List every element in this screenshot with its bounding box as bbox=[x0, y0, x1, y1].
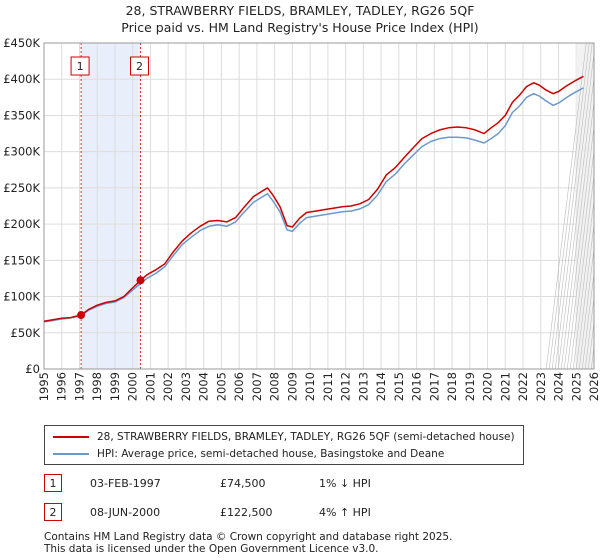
x-tick-label: 1999 bbox=[108, 372, 122, 401]
x-tick-label: 2014 bbox=[374, 372, 388, 401]
sale-hpi-delta: 4% ↑ HPI bbox=[319, 506, 371, 519]
plot-frame bbox=[43, 42, 595, 370]
price-chart: 1 2 £0 £50K £100K £150K £200K £250K £300K £350K £… bbox=[3, 36, 600, 401]
forecast-hatch bbox=[572, 148, 600, 370]
sale-point bbox=[136, 276, 145, 285]
forecast-hatch bbox=[569, 124, 600, 370]
sale-date: 08-JUN-2000 bbox=[90, 506, 161, 519]
y-tick-label: £200K bbox=[3, 217, 40, 231]
x-tick-label: 2003 bbox=[179, 372, 193, 401]
forecast-hatch bbox=[581, 221, 600, 370]
x-tick-label: 1996 bbox=[55, 372, 69, 401]
forecast-hatch bbox=[545, 42, 587, 370]
forecast-hatch bbox=[551, 42, 593, 370]
legend: 28, STRAWBERRY FIELDS, BRAMLEY, TADLEY, … bbox=[44, 425, 524, 465]
forecast-hatch bbox=[554, 42, 596, 370]
x-tick-label: 2024 bbox=[552, 372, 566, 401]
sale-label-box bbox=[70, 56, 90, 76]
chart-title: 28, STRAWBERRY FIELDS, BRAMLEY, TADLEY, … bbox=[0, 2, 600, 36]
forecast-hatch bbox=[584, 246, 600, 370]
x-tick-label: 2017 bbox=[427, 372, 441, 401]
x-tick-label: 1998 bbox=[90, 372, 104, 401]
x-tick-label: 2002 bbox=[161, 372, 175, 401]
x-tick-label: 2000 bbox=[126, 372, 140, 401]
title-line-2: Price paid vs. HM Land Registry's House … bbox=[121, 20, 479, 35]
x-tick-label: 2004 bbox=[197, 372, 211, 401]
y-tick-label: £350K bbox=[3, 108, 40, 122]
x-tick-label: 2026 bbox=[587, 372, 600, 401]
x-tick-label: 2016 bbox=[410, 372, 424, 401]
forecast-clip bbox=[594, 42, 600, 370]
sale-row-2: 2 08-JUN-2000 £122,500 4% ↑ HPI bbox=[44, 503, 564, 523]
x-tick-label: 2005 bbox=[214, 372, 228, 401]
sale-point bbox=[77, 311, 86, 320]
legend-label-hpi: HPI: Average price, semi-detached house,… bbox=[97, 448, 445, 460]
sale-label-box bbox=[130, 56, 150, 76]
forecast-hatch bbox=[566, 99, 600, 370]
x-tick-label: 2008 bbox=[268, 372, 282, 401]
y-tick-label: £300K bbox=[3, 145, 40, 159]
sale-price: £74,500 bbox=[220, 477, 266, 490]
sale-number-badge: 2 bbox=[44, 503, 62, 521]
y-tick-label: £0 bbox=[25, 362, 40, 376]
x-tick-label: 2011 bbox=[321, 372, 335, 401]
x-tick-label: 2025 bbox=[569, 372, 583, 401]
y-tick-label: £250K bbox=[3, 181, 40, 195]
footer-line-1: Contains HM Land Registry data © Crown c… bbox=[44, 531, 453, 543]
x-tick-label: 2021 bbox=[498, 372, 512, 401]
x-tick-label: 2018 bbox=[445, 372, 459, 401]
x-tick-label: 2015 bbox=[392, 372, 406, 401]
x-tick-label: 2023 bbox=[534, 372, 548, 401]
sale-hpi-delta: 1% ↓ HPI bbox=[319, 477, 371, 490]
ownership-shade bbox=[81, 43, 141, 369]
sale-date: 03-FEB-1997 bbox=[90, 477, 161, 490]
y-tick-label: £450K bbox=[3, 36, 40, 50]
x-tick-label: 2012 bbox=[339, 372, 353, 401]
sale-label-number: 1 bbox=[77, 60, 84, 73]
sale-row-1: 1 03-FEB-1997 £74,500 1% ↓ HPI bbox=[44, 474, 564, 494]
footer: Contains HM Land Registry data © Crown c… bbox=[44, 531, 452, 555]
legend-swatch-hpi bbox=[53, 453, 89, 455]
forecast-hatch bbox=[557, 42, 599, 370]
sale-number-badge: 1 bbox=[44, 474, 62, 492]
y-tick-label: £100K bbox=[3, 290, 40, 304]
forecast-region bbox=[576, 43, 594, 369]
legend-swatch-property bbox=[53, 436, 89, 438]
x-tick-label: 2022 bbox=[516, 372, 530, 401]
x-tick-label: 2013 bbox=[356, 372, 370, 401]
forecast-hatch bbox=[548, 42, 590, 370]
legend-label-property: 28, STRAWBERRY FIELDS, BRAMLEY, TADLEY, … bbox=[97, 431, 515, 443]
legend-item-hpi: HPI: Average price, semi-detached house,… bbox=[53, 446, 444, 462]
x-tick-label: 2009 bbox=[285, 372, 299, 401]
y-tick-label: £150K bbox=[3, 253, 40, 267]
title-line-1: 28, STRAWBERRY FIELDS, BRAMLEY, TADLEY, … bbox=[125, 3, 475, 18]
x-tick-label: 1995 bbox=[37, 372, 51, 401]
x-tick-label: 2010 bbox=[303, 372, 317, 401]
y-tick-label: £50K bbox=[11, 326, 41, 340]
x-tick-label: 1997 bbox=[72, 372, 86, 401]
x-tick-label: 2019 bbox=[463, 372, 477, 401]
sale-label-number: 2 bbox=[136, 60, 143, 73]
y-tick-label: £400K bbox=[3, 72, 40, 86]
x-tick-label: 2007 bbox=[250, 372, 264, 401]
sale-price: £122,500 bbox=[220, 506, 273, 519]
x-tick-label: 2006 bbox=[232, 372, 246, 401]
x-tick-label: 2020 bbox=[481, 372, 495, 401]
legend-item-property: 28, STRAWBERRY FIELDS, BRAMLEY, TADLEY, … bbox=[53, 429, 515, 445]
x-tick-label: 2001 bbox=[143, 372, 157, 401]
footer-line-2: This data is licensed under the Open Gov… bbox=[44, 543, 379, 555]
